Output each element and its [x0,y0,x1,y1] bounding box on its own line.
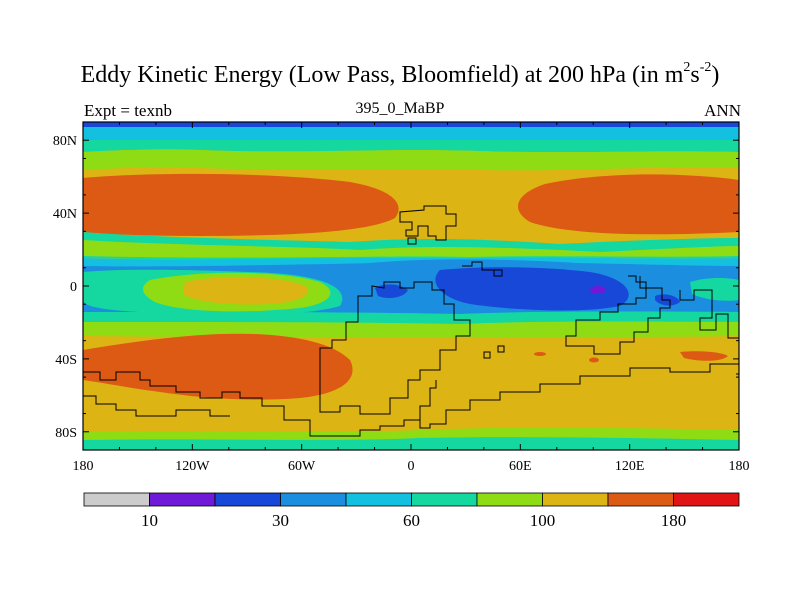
y-tick-label: 40N [53,207,77,222]
island-south-1 [483,351,491,359]
colorbar-swatch [476,492,543,507]
landmass-antarctica-west [83,371,420,437]
x-tick-label: 0 [408,459,415,474]
x-tick-label: 60E [509,459,532,474]
colorbar-swatch [214,492,281,507]
landmass-arabia-islands [462,261,503,277]
colorbar-swatch [411,492,478,507]
x-tick-label: 180 [729,459,750,474]
coastlines [83,205,739,437]
landmass-antarctica-inner [83,395,230,417]
colorbar-label: 180 [661,511,687,530]
landmass-northern-europe [399,205,457,241]
colorbar-swatch [280,492,347,507]
tropical-yellow-west [183,277,309,305]
band-nh-subtropical-yellowgreen [83,240,739,258]
sh-yellow-patch [440,397,739,414]
axes: 180 120W 60W 0 60E 120E 180 80N 40N 0 40S 80S [53,121,750,474]
colorbar: 10 30 60 100 180 [83,492,740,530]
colorbar-label: 10 [141,511,158,530]
colorbar-label: 60 [403,511,420,530]
colorbar-swatch [83,492,150,507]
colorbar-swatch [149,492,216,507]
nh-jet-core-east [518,174,739,235]
landmass-antarctica-north-coast [419,363,739,429]
y-tick-label: 80N [53,134,77,149]
indian-ocean-minimum-inner [435,267,629,311]
colorbar-swatch [673,492,740,507]
experiment-label: Expt = texnb [84,101,172,120]
band-north-cyan [83,127,739,140]
x-tick-label: 120E [615,459,645,474]
landmass-pacific-islands [679,289,739,339]
sh-orange-patch-east [680,351,728,361]
x-tick-label: 120W [175,459,210,474]
colorbar-swatch [345,492,412,507]
tropical-green-east [690,278,739,301]
colorbar-label: 100 [530,511,556,530]
case-label: 395_0_MaBP [355,100,445,117]
y-tick-label: 80S [55,426,77,441]
x-tick-label: 60W [288,459,316,474]
minimum-purple [590,286,606,294]
sh-orange-fleck-2 [589,357,599,363]
island-south-2 [497,345,505,353]
colorbar-swatch [542,492,609,507]
band-north-yellowgreen [83,149,739,171]
landmass-australia-india [565,275,671,355]
y-tick-label: 40S [55,353,77,368]
landmass-africa [319,281,471,415]
band-sh-subtropical-yellowgreen [83,321,739,338]
colorbar-label: 30 [272,511,289,530]
colorbar-swatch [607,492,674,507]
season-label: ANN [704,101,741,120]
nh-jet-core-west [83,173,399,236]
x-tick-label: 180 [73,459,94,474]
island-small [407,237,417,245]
y-tick-label: 0 [70,280,77,295]
band-north-green [83,140,739,153]
band-south-green [83,437,739,450]
sh-orange-fleck-1 [534,352,546,356]
contour-field [83,122,739,450]
chart-title: Eddy Kinetic Energy (Low Pass, Bloomfiel… [80,60,720,89]
